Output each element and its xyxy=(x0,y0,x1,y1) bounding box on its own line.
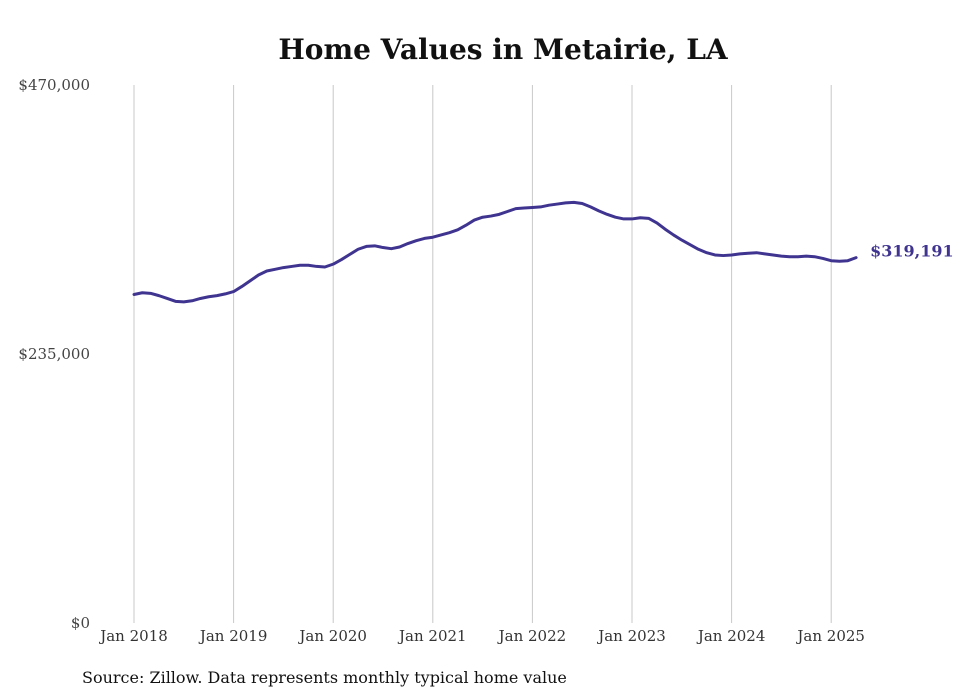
series-lines xyxy=(132,200,858,304)
x-tick-label: Jan 2021 xyxy=(397,627,467,645)
x-axis: Jan 2018 Jan 2019 Jan 2020 Jan 2021 Jan 2022… xyxy=(98,627,865,645)
chart-title: Home Values in Metairie, LA xyxy=(278,33,729,66)
x-tick-label: Jan 2024 xyxy=(696,627,766,645)
y-tick-label: $235,000 xyxy=(18,345,90,363)
x-tick-label: Jan 2020 xyxy=(297,627,367,645)
x-tick-label: Jan 2018 xyxy=(98,627,168,645)
x-tick-label: Jan 2019 xyxy=(198,627,268,645)
x-tick-label: Jan 2023 xyxy=(596,627,666,645)
source-note: Source: Zillow. Data represents monthly … xyxy=(82,668,567,687)
x-tick-label: Jan 2022 xyxy=(497,627,567,645)
end-value-label: $319,191 xyxy=(870,242,954,261)
y-tick-label: $470,000 xyxy=(18,76,90,94)
series-line-1 xyxy=(132,200,858,304)
y-tick-label: $0 xyxy=(71,614,90,632)
grid-lines xyxy=(133,85,832,623)
y-axis: $0 $235,000 $470,000 xyxy=(18,76,90,632)
x-tick-label: Jan 2025 xyxy=(795,627,865,645)
